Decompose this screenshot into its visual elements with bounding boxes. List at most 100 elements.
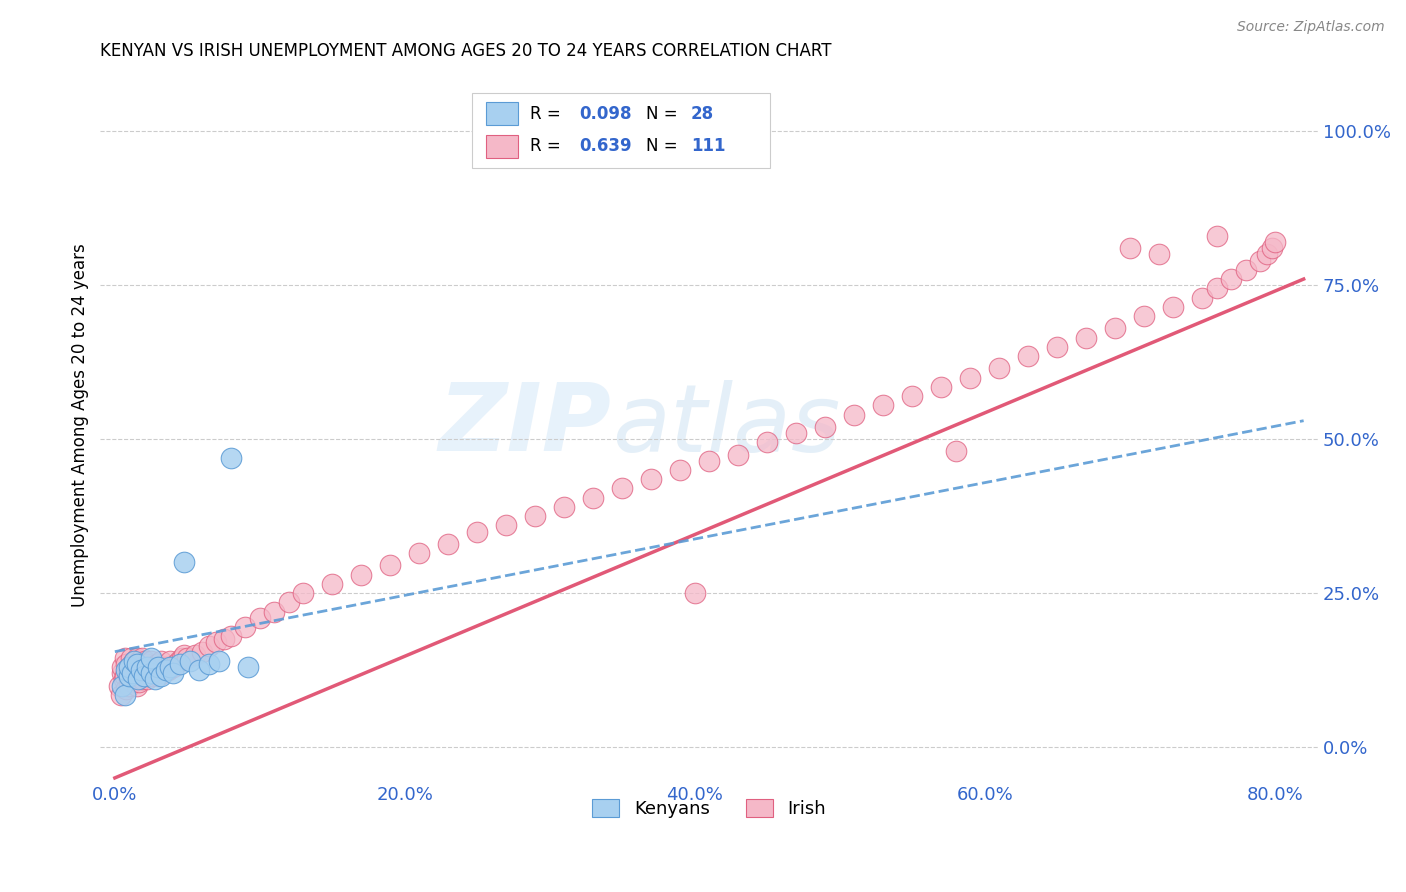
Point xyxy=(115,657,138,671)
Point xyxy=(380,558,402,573)
Point xyxy=(1133,309,1156,323)
Point xyxy=(1017,349,1039,363)
Point xyxy=(136,660,159,674)
Y-axis label: Unemployment Among Ages 20 to 24 years: Unemployment Among Ages 20 to 24 years xyxy=(72,244,89,607)
Text: R =: R = xyxy=(530,104,567,123)
Text: 28: 28 xyxy=(690,104,714,123)
Point xyxy=(465,524,488,539)
Point xyxy=(1076,330,1098,344)
Point xyxy=(146,657,169,671)
FancyBboxPatch shape xyxy=(472,93,770,168)
Point xyxy=(124,660,146,674)
Point xyxy=(122,654,145,668)
Point xyxy=(157,663,180,677)
Point xyxy=(170,650,193,665)
Point xyxy=(277,595,299,609)
Point xyxy=(132,669,155,683)
Point xyxy=(122,654,145,668)
Point xyxy=(727,448,749,462)
Point xyxy=(524,509,547,524)
Point xyxy=(1220,272,1243,286)
Point xyxy=(162,666,184,681)
Point xyxy=(553,500,575,514)
Point xyxy=(640,472,662,486)
Point xyxy=(155,660,177,674)
Point xyxy=(132,660,155,674)
Point xyxy=(162,660,184,674)
Point xyxy=(205,635,228,649)
Point xyxy=(212,632,235,647)
Point xyxy=(108,679,131,693)
Text: 0.098: 0.098 xyxy=(579,104,631,123)
Text: 111: 111 xyxy=(690,137,725,155)
Point xyxy=(1104,321,1126,335)
Point xyxy=(1256,247,1278,261)
Point xyxy=(238,660,260,674)
Legend: Kenyans, Irish: Kenyans, Irish xyxy=(585,791,834,825)
Point xyxy=(173,648,195,662)
Point xyxy=(219,629,242,643)
Text: N =: N = xyxy=(645,137,683,155)
Point xyxy=(134,666,156,681)
Point xyxy=(128,675,150,690)
Point xyxy=(669,463,692,477)
Point xyxy=(173,555,195,569)
Point xyxy=(120,650,142,665)
Point xyxy=(114,650,136,665)
Point xyxy=(198,657,221,671)
Point xyxy=(118,660,141,674)
Point xyxy=(129,663,152,677)
Point xyxy=(321,577,343,591)
Point xyxy=(120,669,142,683)
Point xyxy=(233,620,256,634)
Point xyxy=(132,669,155,683)
Point xyxy=(129,669,152,683)
Point xyxy=(1161,300,1184,314)
Point xyxy=(139,650,162,665)
Point xyxy=(127,673,149,687)
Point xyxy=(115,681,138,696)
Point xyxy=(124,669,146,683)
Point xyxy=(1205,229,1227,244)
Point xyxy=(814,420,837,434)
Point xyxy=(945,444,967,458)
Point xyxy=(122,673,145,687)
Point xyxy=(176,650,198,665)
Point xyxy=(127,669,149,683)
Point xyxy=(1205,281,1227,295)
Point xyxy=(145,673,167,687)
Point xyxy=(179,654,201,668)
Point xyxy=(139,669,162,683)
Point xyxy=(959,370,981,384)
Point xyxy=(131,650,153,665)
Point xyxy=(1249,253,1271,268)
Point xyxy=(292,586,315,600)
Point xyxy=(150,669,173,683)
Point xyxy=(612,482,634,496)
Point xyxy=(121,666,143,681)
Point xyxy=(135,673,157,687)
Point xyxy=(114,669,136,683)
Text: KENYAN VS IRISH UNEMPLOYMENT AMONG AGES 20 TO 24 YEARS CORRELATION CHART: KENYAN VS IRISH UNEMPLOYMENT AMONG AGES … xyxy=(100,42,832,60)
Point xyxy=(159,654,181,668)
Point xyxy=(219,450,242,465)
Point xyxy=(1191,291,1213,305)
Point xyxy=(683,586,706,600)
Point xyxy=(901,389,924,403)
Point xyxy=(1234,262,1257,277)
Point xyxy=(143,660,166,674)
Point xyxy=(872,398,894,412)
Point xyxy=(111,666,134,681)
Point xyxy=(117,669,139,683)
Point xyxy=(988,361,1011,376)
Text: Source: ZipAtlas.com: Source: ZipAtlas.com xyxy=(1237,20,1385,34)
Point xyxy=(118,660,141,674)
Point xyxy=(111,660,134,674)
Point xyxy=(929,380,952,394)
Point xyxy=(129,657,152,671)
Point xyxy=(155,663,177,677)
Text: 0.639: 0.639 xyxy=(579,137,631,155)
Point xyxy=(139,666,162,681)
Point xyxy=(350,567,373,582)
Point xyxy=(208,654,231,668)
